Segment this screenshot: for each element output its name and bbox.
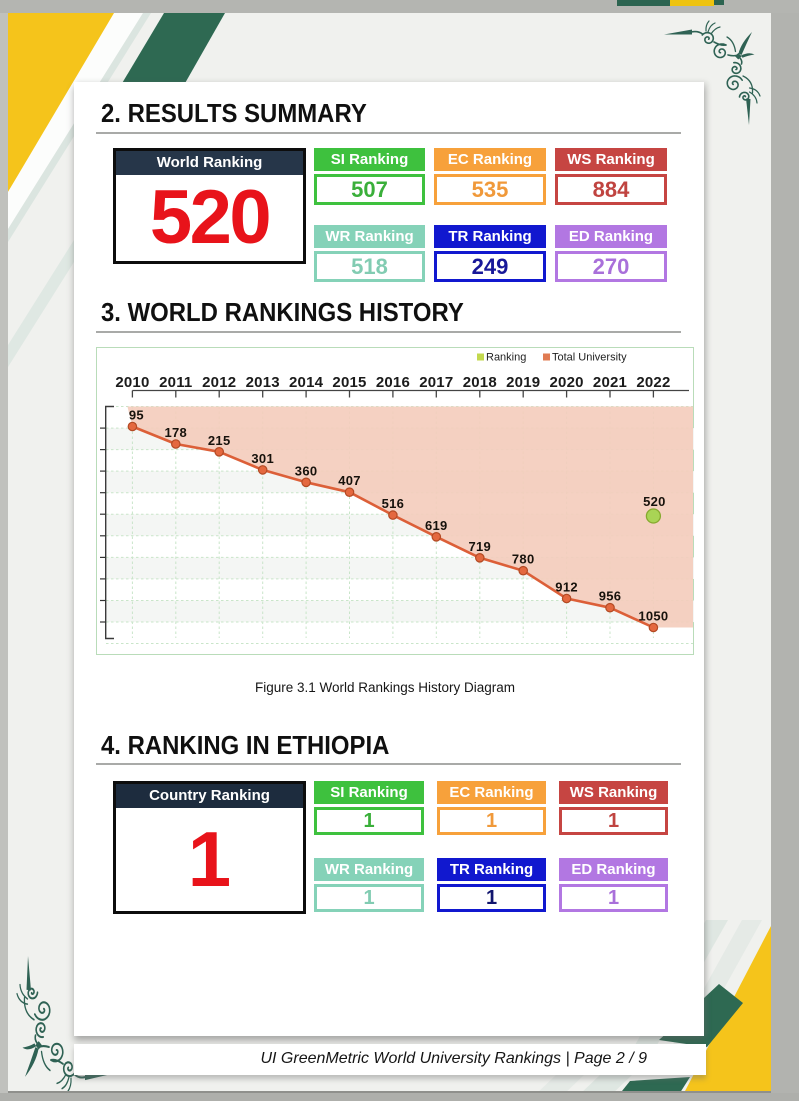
svg-text:301: 301 bbox=[251, 451, 274, 466]
svg-text:619: 619 bbox=[425, 518, 448, 533]
svg-text:215: 215 bbox=[208, 433, 231, 448]
svg-text:956: 956 bbox=[599, 589, 622, 604]
svg-text:178: 178 bbox=[165, 425, 188, 440]
svg-text:2020: 2020 bbox=[550, 374, 584, 391]
svg-text:2015: 2015 bbox=[332, 374, 366, 391]
svg-text:Ranking: Ranking bbox=[486, 352, 526, 364]
svg-text:360: 360 bbox=[295, 463, 318, 478]
svg-text:Total University: Total University bbox=[552, 352, 627, 364]
svg-text:2011: 2011 bbox=[159, 374, 192, 391]
svg-text:2014: 2014 bbox=[289, 374, 324, 391]
svg-text:2010: 2010 bbox=[115, 374, 149, 391]
svg-text:2019: 2019 bbox=[506, 374, 540, 391]
svg-text:407: 407 bbox=[338, 473, 361, 488]
svg-text:520: 520 bbox=[643, 494, 666, 509]
svg-text:912: 912 bbox=[555, 580, 578, 595]
svg-text:2017: 2017 bbox=[419, 374, 453, 391]
svg-text:719: 719 bbox=[469, 539, 492, 554]
svg-text:780: 780 bbox=[512, 552, 535, 567]
svg-text:1050: 1050 bbox=[638, 609, 668, 624]
svg-text:2013: 2013 bbox=[246, 374, 280, 391]
svg-text:2012: 2012 bbox=[202, 374, 236, 391]
svg-text:2018: 2018 bbox=[463, 374, 497, 391]
svg-text:2021: 2021 bbox=[593, 374, 627, 391]
svg-text:516: 516 bbox=[382, 496, 405, 511]
svg-text:95: 95 bbox=[129, 408, 144, 423]
svg-text:2016: 2016 bbox=[376, 374, 410, 391]
svg-text:2022: 2022 bbox=[636, 374, 670, 391]
